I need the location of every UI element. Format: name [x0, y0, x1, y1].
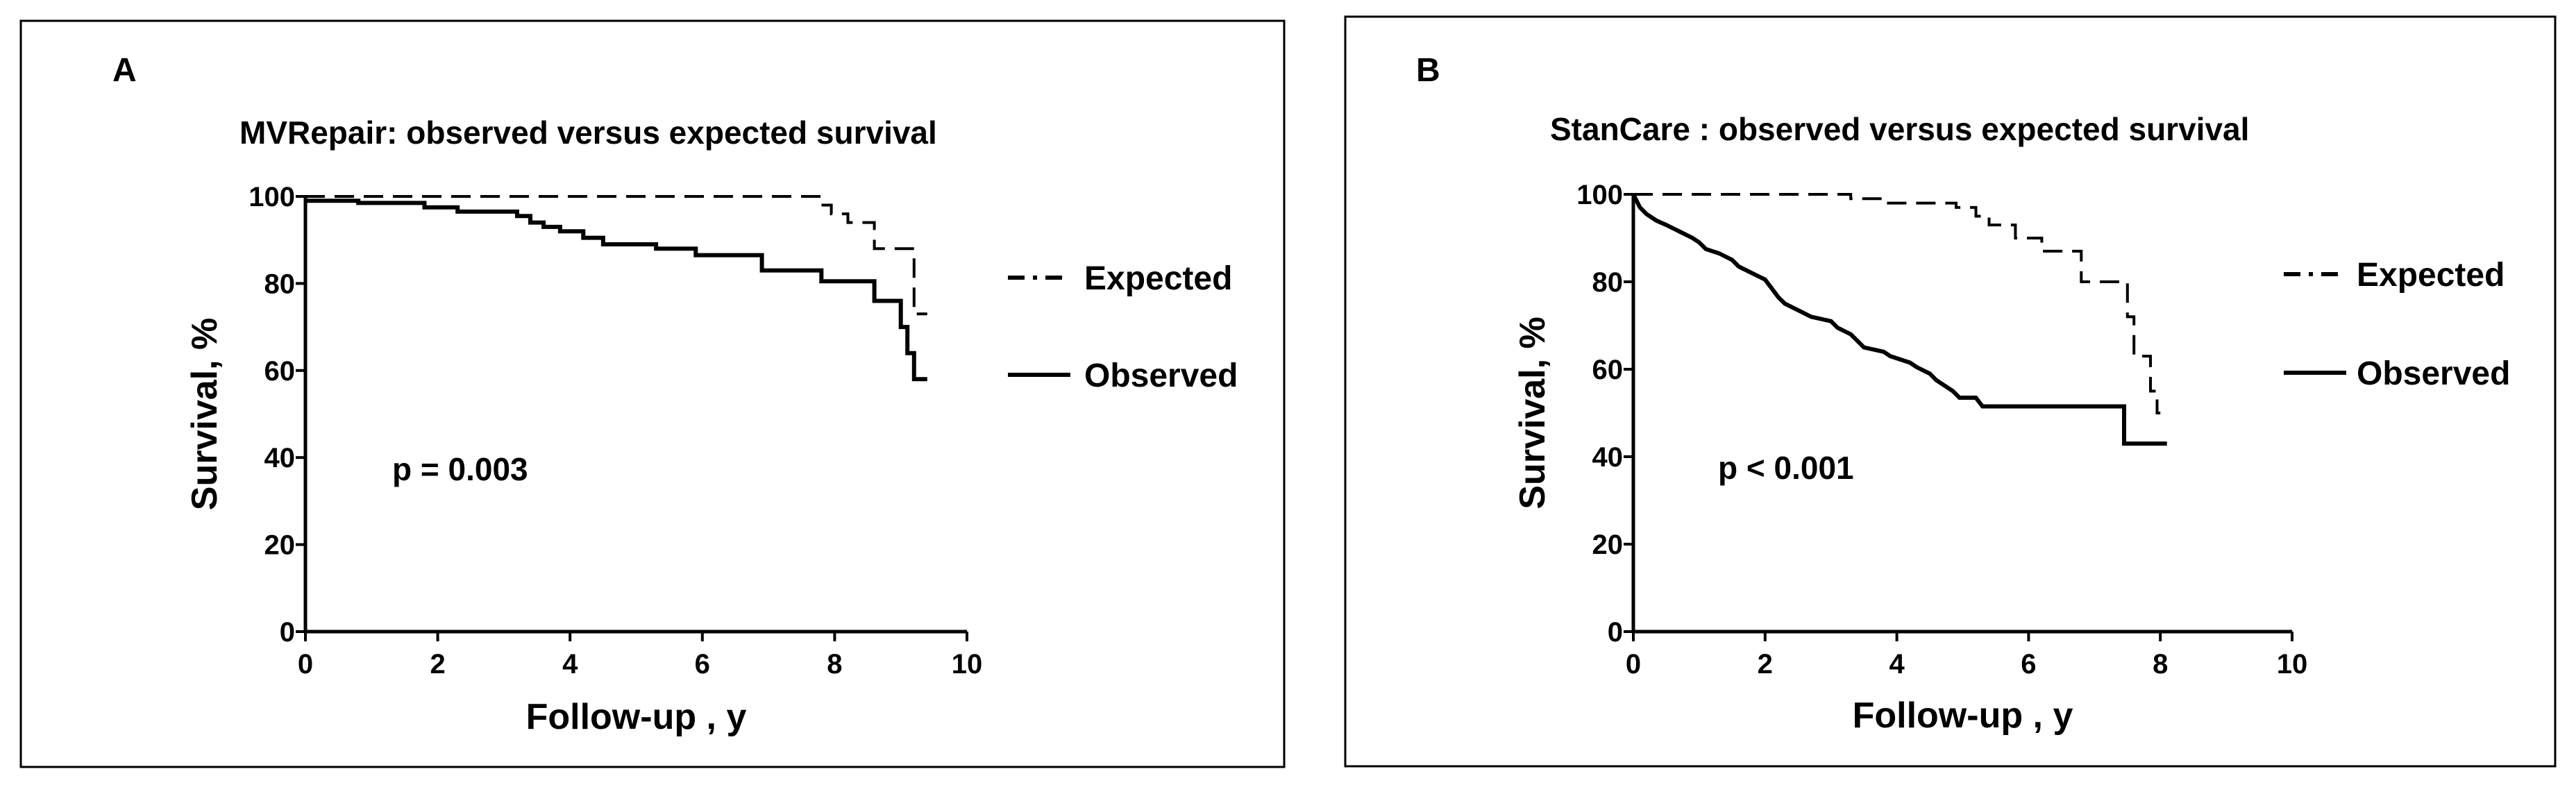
y-tick-label: 0 — [1608, 617, 1623, 648]
x-tick-label: 6 — [695, 649, 710, 680]
p-value-annotation: p < 0.001 — [1718, 450, 1854, 486]
y-tick-label: 100 — [1576, 180, 1623, 210]
y-tick-label: 80 — [264, 269, 296, 299]
legend-label-observed: Observed — [2357, 355, 2510, 392]
legend-label-expected: Expected — [2357, 257, 2505, 294]
legend-label-expected: Expected — [1084, 260, 1232, 297]
x-axis-title: Follow-up , y — [526, 697, 747, 737]
x-axis-title: Follow-up , y — [1853, 695, 2073, 736]
x-tick-label: 10 — [2277, 649, 2308, 680]
y-tick-label: 0 — [280, 617, 295, 648]
x-tick-label: 10 — [952, 649, 983, 680]
y-tick-label: 100 — [249, 182, 295, 212]
x-tick-label: 0 — [1626, 649, 1641, 680]
y-axis-title: Survival, % — [1513, 316, 1553, 509]
panel-a-border — [19, 19, 1286, 768]
x-tick-label: 2 — [1758, 649, 1773, 680]
y-tick-label: 60 — [264, 356, 296, 387]
panel-a: A MVRepair: observed versus expected sur… — [19, 19, 1286, 768]
x-tick-label: 2 — [430, 649, 445, 680]
y-tick-label: 60 — [1592, 355, 1624, 385]
y-axis-title: Survival, % — [185, 318, 225, 510]
series-line-observed — [1631, 193, 2167, 446]
y-tick-label: 80 — [1592, 267, 1624, 298]
y-tick-label: 20 — [264, 530, 296, 561]
panel-a-plot: 0 20 40 60 80 100 0 2 4 6 8 10 Follow-up , y Survival… — [185, 182, 1238, 737]
series-line-observed — [305, 199, 927, 382]
panel-b: B StanCare : observed versus expected su… — [1344, 15, 2557, 768]
x-tick-label: 8 — [2153, 649, 2168, 680]
series-line-expected — [305, 195, 927, 316]
x-tick-label: 0 — [298, 649, 313, 680]
panel-a-letter: A — [112, 52, 137, 89]
x-tick-label: 8 — [827, 649, 842, 680]
series-line-expected — [1633, 193, 2161, 414]
legend-label-observed: Observed — [1084, 357, 1238, 394]
panel-b-plot: 0 20 40 60 80 100 0 2 4 6 8 10 Follow-up , y Survival… — [1513, 180, 2510, 736]
y-tick-label: 40 — [264, 443, 296, 473]
panel-b-letter: B — [1416, 52, 1440, 89]
panel-b-title: StanCare : observed versus expected surv… — [1550, 111, 2249, 147]
x-tick-label: 4 — [1889, 649, 1905, 680]
p-value-annotation: p = 0.003 — [392, 451, 528, 487]
x-tick-label: 4 — [562, 649, 578, 680]
x-tick-label: 6 — [2021, 649, 2036, 680]
y-tick-label: 20 — [1592, 530, 1624, 560]
panel-b-border — [1344, 15, 2557, 768]
panel-a-title: MVRepair: observed versus expected survi… — [239, 115, 937, 151]
y-tick-label: 40 — [1592, 442, 1624, 473]
